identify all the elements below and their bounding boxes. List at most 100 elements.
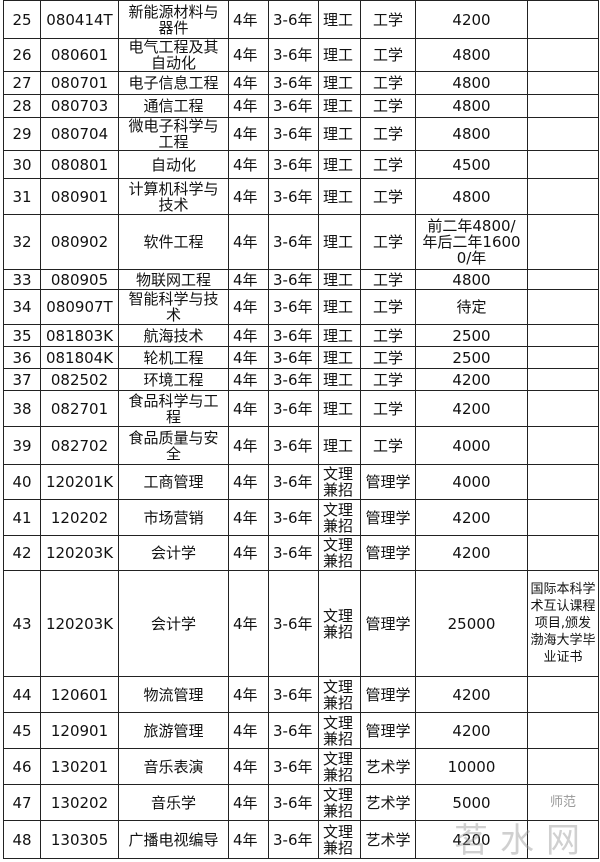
table-cell: 41	[3, 499, 41, 536]
table-cell: 4年	[228, 464, 269, 500]
table-cell: 120601	[40, 676, 119, 713]
table-cell: 4年	[228, 346, 269, 369]
table-cell: 4年	[228, 0, 269, 39]
table-row: 28 080703 通信工程 4年 3-6年 理工 工学 4800	[3, 94, 599, 118]
table-cell: 4年	[228, 535, 269, 571]
table-cell: 2500	[415, 346, 528, 369]
table-cell: 35	[3, 324, 41, 347]
table-cell: 48	[3, 820, 41, 859]
table-cell: 4500	[415, 150, 528, 179]
table-cell: 3-6年	[268, 748, 319, 785]
table-cell: 计算机科学与技术	[118, 178, 229, 215]
table-cell: 工学	[360, 368, 416, 391]
table-cell: 工学	[360, 38, 416, 72]
table-cell: 工学	[360, 289, 416, 325]
table-cell: 理工	[318, 38, 361, 72]
table-cell: 3-6年	[268, 368, 319, 391]
table-cell: 工学	[360, 178, 416, 215]
table-cell: 工学	[360, 0, 416, 39]
table-cell: 10000	[415, 748, 528, 785]
table-cell: 3-6年	[268, 499, 319, 536]
table-cell: 工商管理	[118, 464, 229, 500]
table-row: 25 080414T 新能源材料与器件 4年 3-6年 理工 工学 4200	[3, 0, 599, 39]
table-cell: 3-6年	[268, 676, 319, 713]
table-cell	[527, 676, 599, 713]
table-cell: 43	[3, 570, 41, 677]
table-cell: 082502	[40, 368, 119, 391]
table-cell: 文理兼招	[318, 499, 361, 536]
table-cell: 艺术学	[360, 748, 416, 785]
table-cell: 4200	[415, 535, 528, 571]
table-cell: 26	[3, 38, 41, 72]
table-cell: 120203K	[40, 535, 119, 571]
table-cell: 音乐学	[118, 784, 229, 821]
table-cell: 39	[3, 426, 41, 465]
table-body: 25 080414T 新能源材料与器件 4年 3-6年 理工 工学 4200 26 080601 电…	[3, 0, 599, 859]
table-cell: 4000	[415, 464, 528, 500]
table-cell: 34	[3, 289, 41, 325]
table-cell: 4年	[228, 368, 269, 391]
table-cell: 4200	[415, 712, 528, 749]
table-row: 46 130201 音乐表演 4年 3-6年 文理兼招 艺术学 10000	[3, 748, 599, 785]
table-cell: 3-6年	[268, 784, 319, 821]
table-cell: 120203K	[40, 570, 119, 677]
table-cell: 38	[3, 390, 41, 427]
table-cell: 理工	[318, 426, 361, 465]
table-cell	[527, 324, 599, 347]
table-cell: 管理学	[360, 676, 416, 713]
table-cell: 软件工程	[118, 214, 229, 270]
table-cell: 4800	[415, 269, 528, 290]
table-row: 44 120601 物流管理 4年 3-6年 文理兼招 管理学 4200	[3, 676, 599, 713]
table-cell: 理工	[318, 289, 361, 325]
table-cell: 42	[3, 535, 41, 571]
table-cell	[527, 368, 599, 391]
table-cell: 理工	[318, 390, 361, 427]
table-row: 38 082701 食品科学与工程 4年 3-6年 理工 工学 4200	[3, 390, 599, 427]
table-row: 39 082702 食品质量与安全 4年 3-6年 理工 工学 4000	[3, 426, 599, 465]
table-cell: 120202	[40, 499, 119, 536]
table-cell	[527, 269, 599, 290]
table-cell: 45	[3, 712, 41, 749]
table-cell: 4年	[228, 269, 269, 290]
table-cell: 文理兼招	[318, 820, 361, 859]
table-cell: 3-6年	[268, 0, 319, 39]
table-cell: 新能源材料与器件	[118, 0, 229, 39]
table-cell: 4年	[228, 38, 269, 72]
table-cell	[527, 289, 599, 325]
table-row: 42 120203K 会计学 4年 3-6年 文理兼招 管理学 4200	[3, 535, 599, 571]
table-cell: 前二年4800/年后二年16000/年	[415, 214, 528, 270]
table-cell: 080901	[40, 178, 119, 215]
table-cell: 081803K	[40, 324, 119, 347]
table-cell: 3-6年	[268, 426, 319, 465]
table-cell: 4800	[415, 117, 528, 151]
table-cell: 4800	[415, 94, 528, 118]
table-cell: 4200	[415, 390, 528, 427]
table-cell: 32	[3, 214, 41, 270]
table-cell: 待定	[415, 289, 528, 325]
table-cell: 080703	[40, 94, 119, 118]
table-cell: 30	[3, 150, 41, 179]
table-cell	[527, 150, 599, 179]
table-cell: 工学	[360, 390, 416, 427]
table-cell: 3-6年	[268, 214, 319, 270]
table-cell: 3-6年	[268, 324, 319, 347]
table-cell: 3-6年	[268, 820, 319, 859]
table-cell: 物流管理	[118, 676, 229, 713]
table-cell: 4200	[415, 676, 528, 713]
table-cell	[527, 464, 599, 500]
table-cell	[527, 214, 599, 270]
table-cell: 082701	[40, 390, 119, 427]
table-cell: 工学	[360, 426, 416, 465]
table-cell: 3-6年	[268, 117, 319, 151]
table-cell: 文理兼招	[318, 676, 361, 713]
table-cell: 食品质量与安全	[118, 426, 229, 465]
table-cell: 国际本科学术互认课程项目,颁发渤海大学毕业证书	[527, 570, 599, 677]
table-cell: 航海技术	[118, 324, 229, 347]
table-cell: 3-6年	[268, 38, 319, 72]
table-cell: 120901	[40, 712, 119, 749]
table-row: 40 120201K 工商管理 4年 3-6年 文理兼招 管理学 4000	[3, 464, 599, 500]
table-cell	[527, 38, 599, 72]
table-cell: 市场营销	[118, 499, 229, 536]
table-cell: 31	[3, 178, 41, 215]
